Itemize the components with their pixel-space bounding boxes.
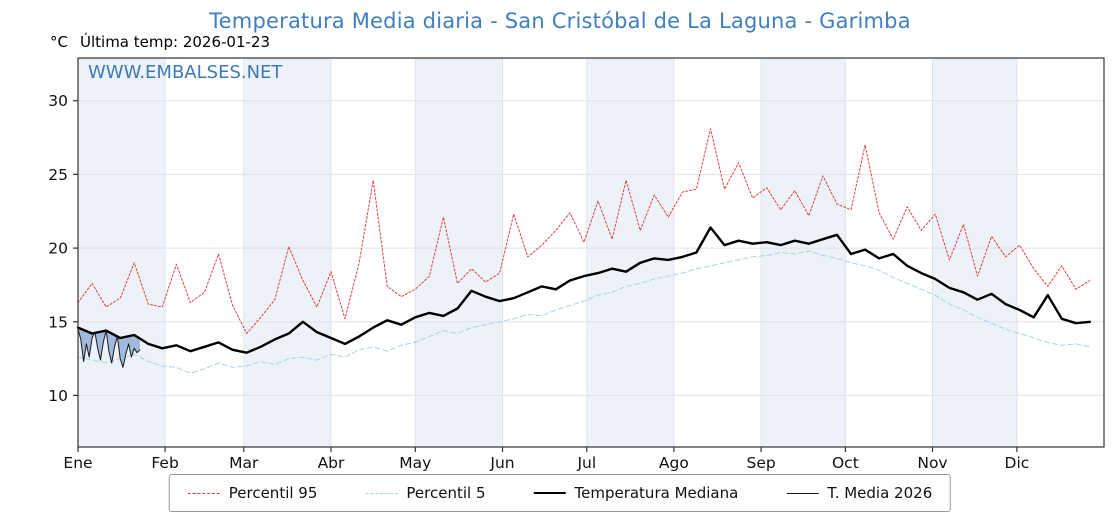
xtick-label-abr: Abr <box>318 454 345 472</box>
xtick-label-dic: Dic <box>1005 454 1030 472</box>
page-title: Temperatura Media diaria - San Cristóbal… <box>209 9 911 33</box>
month-band-may <box>415 58 503 447</box>
legend-label-t-media-2026: T. Media 2026 <box>827 484 933 502</box>
plot-area: 10 15 20 25 30 Ene Feb Mar Abr May Jun Jul Ago Sep Oct… <box>48 57 1105 472</box>
xtick-label-ene: Ene <box>63 454 92 472</box>
xtick-label-sep: Sep <box>746 454 775 472</box>
legend-sample-temperatura-mediana <box>533 492 566 494</box>
series-line-percentil-5 <box>77 250 1091 374</box>
legend-item-percentil-95: Percentil 95 <box>187 484 318 502</box>
y-axis-unit-label: °C <box>50 33 68 51</box>
plot-border <box>77 57 1105 448</box>
month-band-nov <box>932 58 1017 447</box>
ytick-label-10: 10 <box>48 387 68 405</box>
series-line-t-media-2026 <box>77 328 141 368</box>
xtick-label-oct: Oct <box>832 454 859 472</box>
ytick-label-20: 20 <box>48 240 68 258</box>
legend-sample-percentil-95 <box>187 492 220 494</box>
legend-item-t-media-2026: T. Media 2026 <box>786 484 932 502</box>
xtick-label-nov: Nov <box>917 454 947 472</box>
legend-item-percentil-5: Percentil 5 <box>365 484 485 502</box>
legend: Percentil 95 Percentil 5 Temperatura Med… <box>168 474 952 512</box>
ytick-label-30: 30 <box>48 92 68 110</box>
month-band-jul <box>586 58 674 447</box>
chart-svg: 10 15 20 25 30 Ene Feb Mar Abr May Jun Jul Ago Sep Oct… <box>48 57 1105 472</box>
xtick-label-feb: Feb <box>151 454 178 472</box>
xtick-label-jul: Jul <box>576 454 596 472</box>
xtick-label-jun: Jun <box>489 454 514 472</box>
xtick-label-mar: Mar <box>229 454 259 472</box>
legend-label-temperatura-mediana: Temperatura Mediana <box>574 484 739 502</box>
legend-label-percentil-95: Percentil 95 <box>228 484 318 502</box>
last-temp-label: Última temp: 2026-01-23 <box>80 33 271 51</box>
xtick-label-may: May <box>399 454 431 472</box>
xtick-label-ago: Ago <box>659 454 689 472</box>
ytick-label-15: 15 <box>48 313 68 331</box>
series-line-percentil-95 <box>77 128 1091 334</box>
month-band-ene <box>78 58 166 447</box>
legend-sample-percentil-5 <box>365 492 398 494</box>
legend-sample-t-media-2026 <box>786 492 819 494</box>
legend-item-temperatura-mediana: Temperatura Mediana <box>533 484 738 502</box>
watermark-embalses: WWW.EMBALSES.NET <box>88 62 283 83</box>
series-line-temperatura-mediana <box>76 226 1092 354</box>
legend-label-percentil-5: Percentil 5 <box>406 484 486 502</box>
ytick-label-25: 25 <box>48 166 68 184</box>
